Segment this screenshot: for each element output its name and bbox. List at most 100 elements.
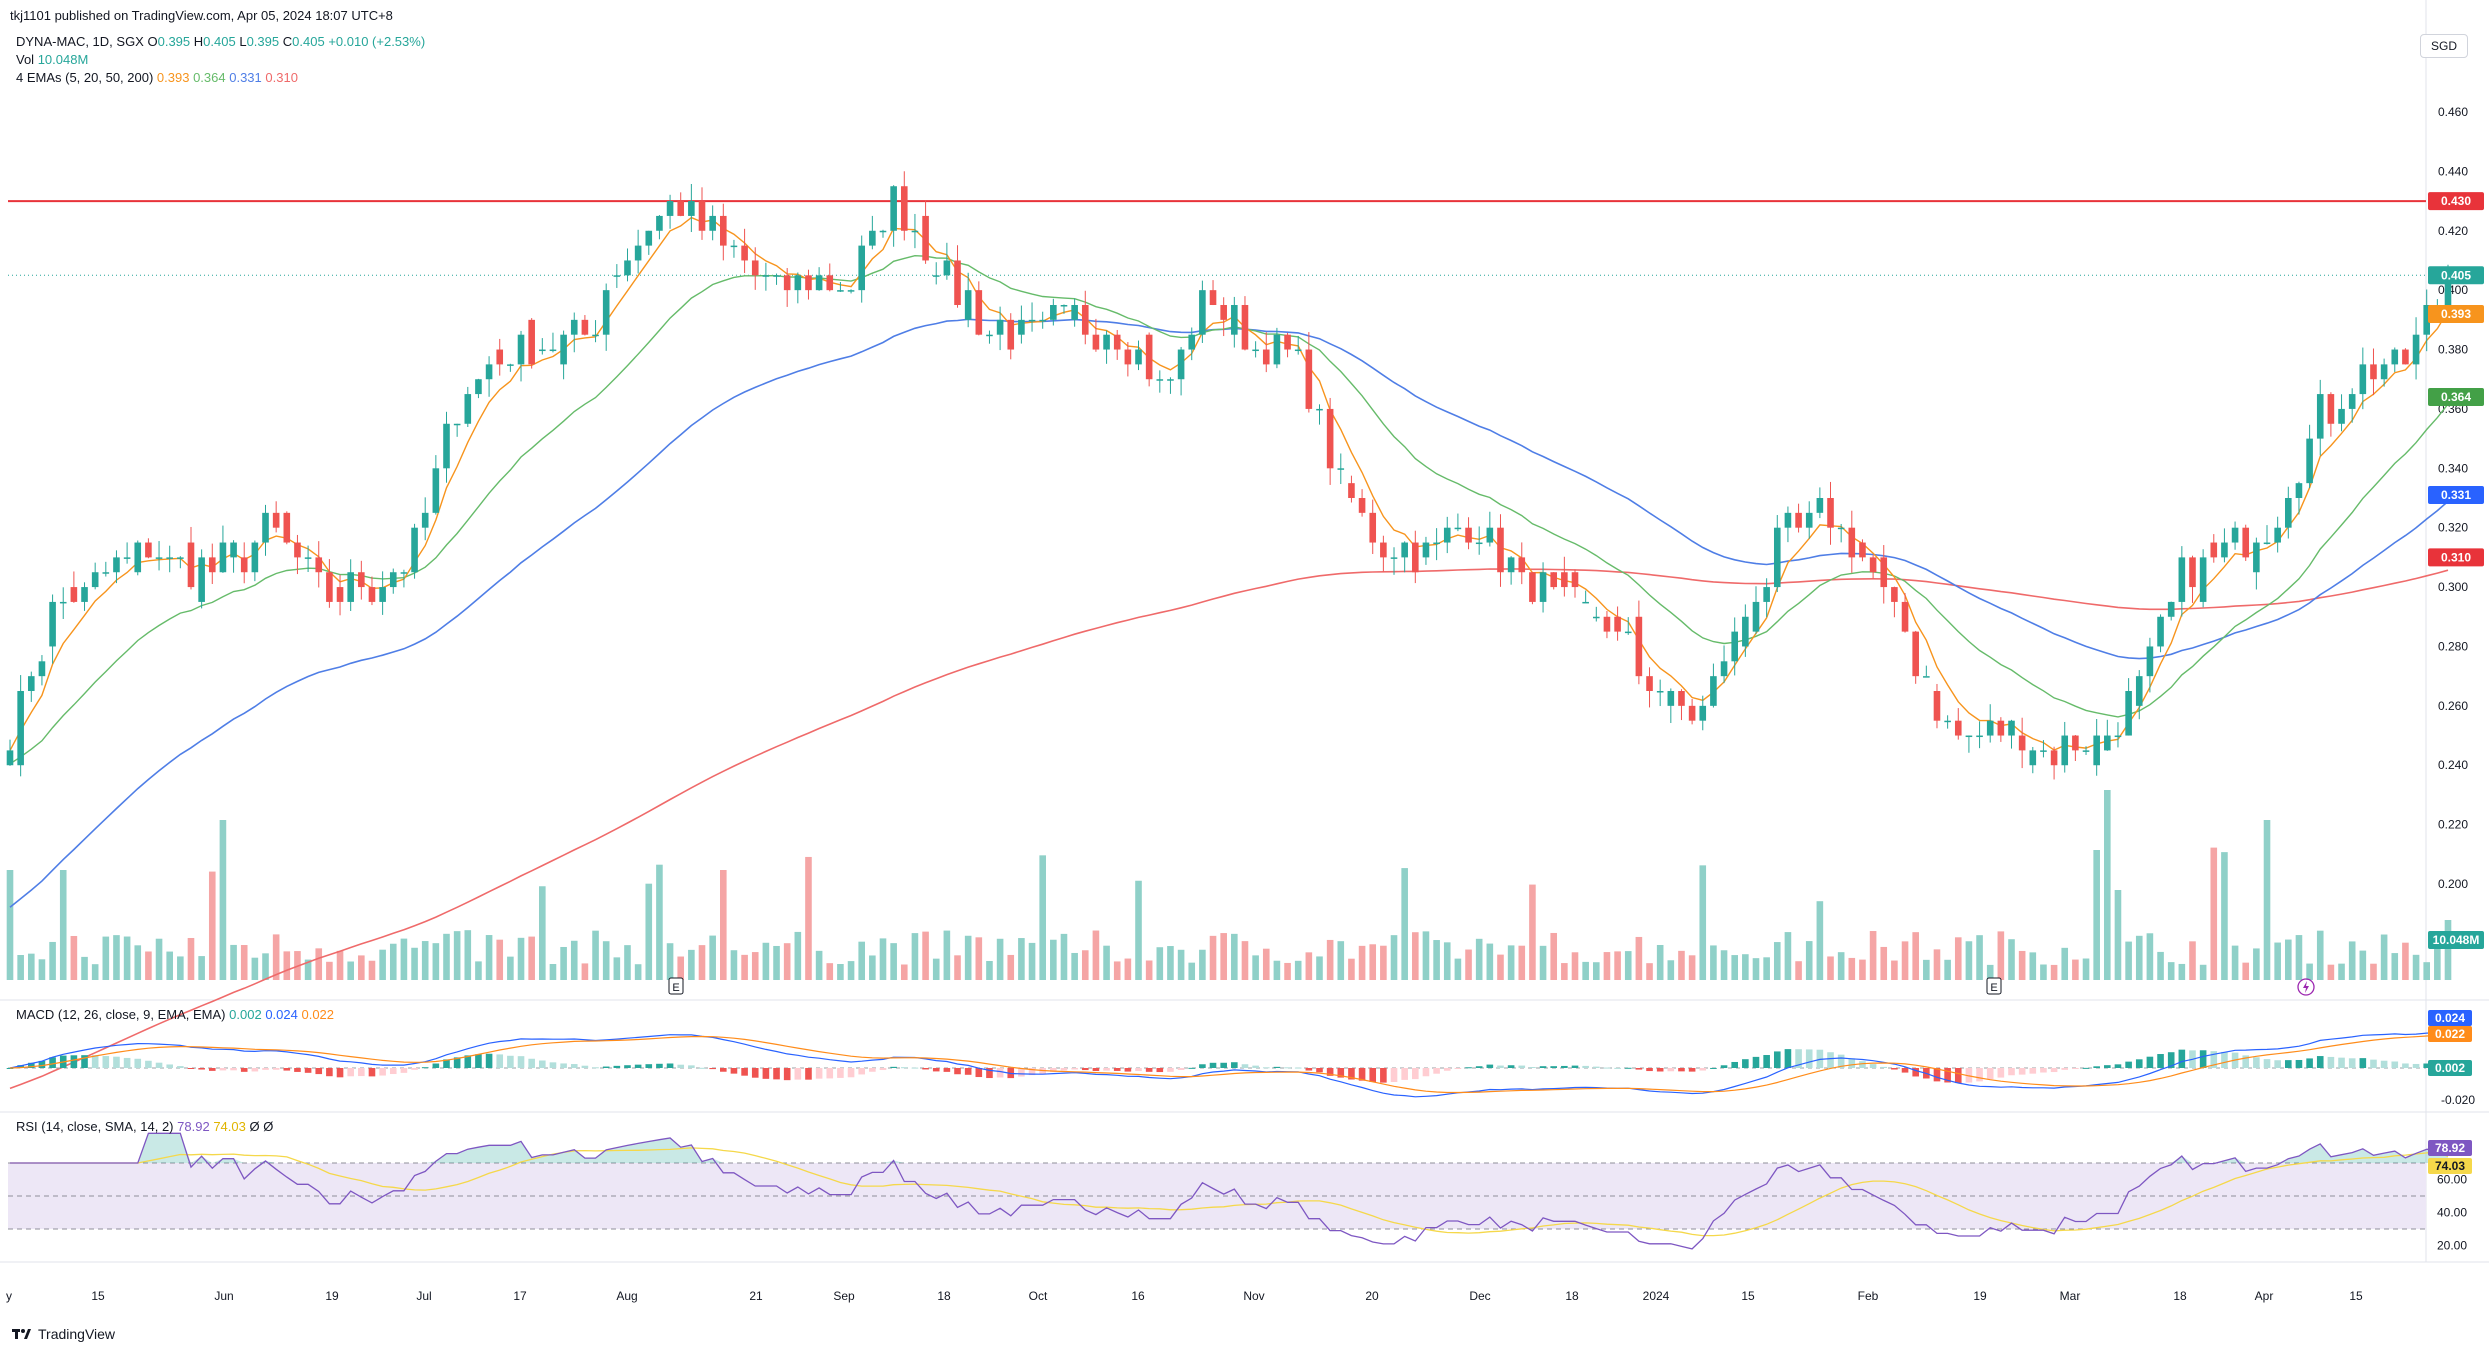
candle-body — [1348, 483, 1355, 498]
macd-hist-bar — [975, 1068, 983, 1078]
volume-bar — [2412, 954, 2420, 980]
candle — [1997, 717, 2005, 742]
volume-bars — [6, 790, 2452, 980]
macd-hist-bar — [1976, 1068, 1983, 1082]
candle — [6, 739, 14, 766]
macd-hist-bar — [1433, 1068, 1440, 1074]
volume-bar — [1561, 963, 1568, 980]
macd-hist-bar — [1475, 1066, 1483, 1068]
tradingview-logo-icon — [12, 1329, 31, 1339]
candle-body — [315, 557, 323, 573]
candle — [102, 561, 110, 577]
candle-body — [2391, 349, 2399, 365]
macd-hist-bar — [1241, 1064, 1249, 1068]
candle — [1923, 665, 1930, 678]
volume-bar — [2402, 942, 2409, 980]
candle-body — [2157, 616, 2164, 647]
candle-body — [208, 557, 216, 573]
volume-bar — [1795, 961, 1802, 980]
volume-bar — [879, 938, 887, 980]
volume-bar — [1220, 933, 1227, 980]
candle-body — [421, 512, 429, 528]
candle — [2135, 670, 2143, 720]
volume-bar — [1443, 942, 1451, 980]
macd-hist-bar — [1443, 1068, 1451, 1071]
candle — [326, 559, 333, 608]
volume-bar — [2189, 941, 2196, 980]
candle-body — [592, 334, 599, 337]
candle-body — [1060, 305, 1068, 307]
x-axis-label: 19 — [1973, 1289, 1987, 1303]
macd-hist-bar — [1145, 1068, 1153, 1072]
candle-body — [815, 275, 823, 291]
macd-hist-bar — [421, 1067, 429, 1069]
candle — [400, 569, 408, 588]
candle-body — [1795, 512, 1802, 528]
macd-hist-bar — [2423, 1063, 2431, 1068]
candle — [2391, 347, 2399, 372]
candle — [432, 455, 440, 515]
macd-hist-bar — [2104, 1065, 2111, 1068]
candle — [858, 235, 866, 303]
x-axis-label: Jun — [214, 1289, 233, 1303]
currency-button[interactable]: SGD — [2420, 34, 2468, 58]
candle — [656, 215, 663, 240]
volume-bar — [1965, 941, 1973, 980]
volume-bar — [581, 963, 589, 980]
candle-body — [1241, 305, 1249, 350]
candle-body — [1507, 557, 1515, 573]
candle — [1944, 715, 1951, 729]
macd-hist-bar — [720, 1068, 727, 1072]
volume-bar — [1550, 932, 1558, 980]
volume-bar — [1273, 960, 1281, 980]
candle-body — [2348, 394, 2356, 409]
candle — [17, 675, 24, 777]
volume-bar — [1859, 959, 1866, 980]
ohlc-key-c: C — [282, 34, 293, 49]
macd-hist-bar — [49, 1057, 56, 1068]
candle — [2274, 516, 2281, 553]
volume-bar — [1582, 961, 1589, 980]
footer-brand[interactable]: TradingView — [12, 1326, 115, 1342]
macd-hist-bar — [549, 1062, 557, 1068]
macd-hist-bar — [1326, 1068, 1334, 1076]
volume-bar — [1390, 935, 1398, 980]
macd-signal-line — [9, 1034, 2449, 1094]
candle — [954, 245, 961, 308]
earnings-marker-label: E — [672, 982, 679, 994]
macd-hist-bar — [1667, 1068, 1675, 1072]
macd-hist-bar — [2370, 1059, 2377, 1068]
candle — [1912, 630, 1919, 684]
volume-bar — [560, 946, 567, 980]
candle — [1231, 296, 1238, 348]
candle-body — [1081, 305, 1089, 335]
volume-bar — [262, 953, 269, 980]
volume-bar — [2199, 964, 2207, 980]
macd-hist-bar — [2178, 1049, 2186, 1068]
candle-body — [2029, 750, 2037, 766]
candle-body — [2093, 735, 2100, 766]
macd-hist-bar — [1124, 1068, 1132, 1072]
candle-body — [1805, 512, 1813, 528]
candle — [794, 272, 802, 304]
volume-bar — [1986, 964, 1994, 980]
macd-hist-bar — [1220, 1062, 1227, 1068]
volume-bar — [240, 945, 248, 980]
candle — [379, 571, 386, 615]
candle — [592, 320, 599, 343]
candle-body — [1816, 498, 1824, 513]
macd-histogram — [6, 1049, 2452, 1084]
volume-bar — [1497, 954, 1504, 980]
volume-bar — [1646, 963, 1653, 980]
candle-body — [2412, 334, 2420, 365]
candle-body — [2423, 305, 2431, 335]
candle — [1294, 335, 1302, 355]
macd-hist-bar — [1880, 1066, 1888, 1068]
volume-bar — [1848, 957, 1856, 980]
candle — [1901, 593, 1909, 633]
candle-body — [2221, 542, 2228, 558]
macd-line-value: 0.024 — [265, 1007, 298, 1022]
macd-hist-bar — [400, 1068, 408, 1073]
candle-body — [1007, 319, 1015, 350]
